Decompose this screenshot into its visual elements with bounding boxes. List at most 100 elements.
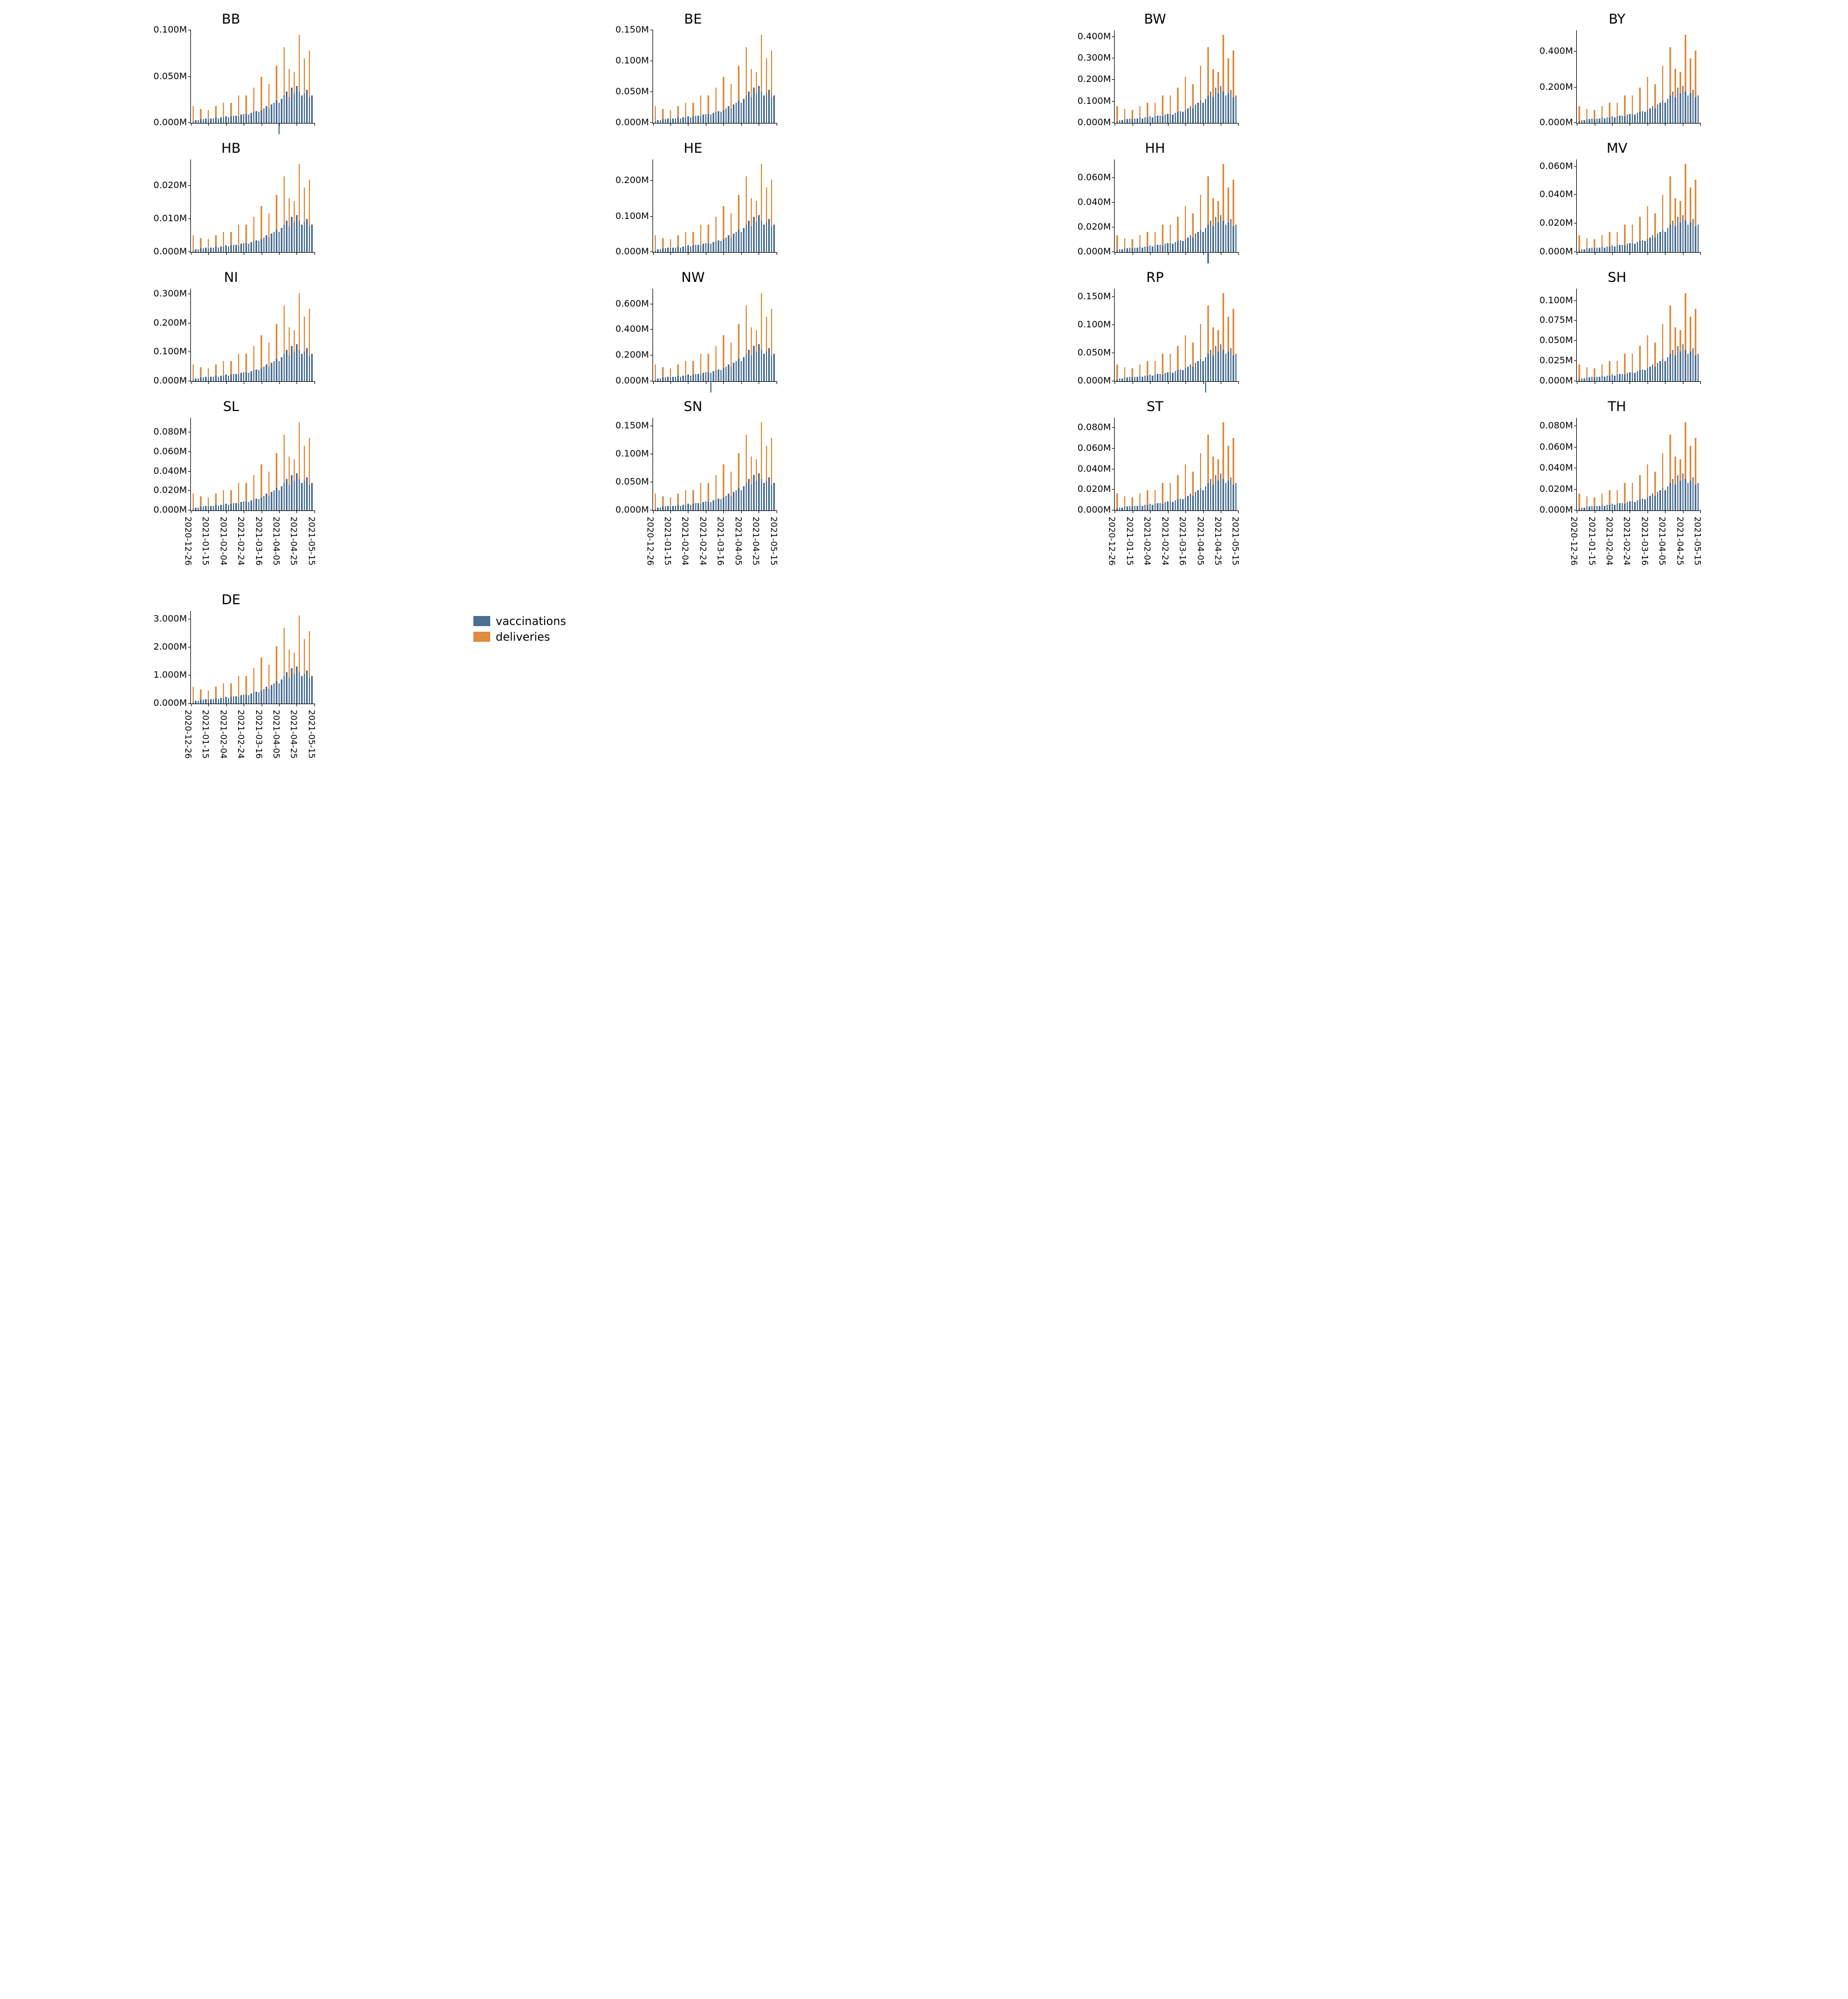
x-tick-label: 2021-04-05 (733, 517, 743, 565)
chart-wrap: 0.000M0.050M0.100M0.150M (610, 30, 777, 124)
vaccination-bar (1228, 222, 1229, 252)
vaccination-bar (705, 372, 707, 382)
vaccination-bar (1609, 376, 1610, 381)
vaccination-bar (1212, 97, 1214, 123)
y-tick-label: 0.040M (1078, 197, 1111, 207)
vaccination-bar (1121, 249, 1123, 252)
delivery-bar (1578, 494, 1580, 510)
panel-TH: TH0.000M0.020M0.040M0.060M0.080M2020-12-… (1397, 399, 1837, 575)
y-tick-label: 0.000M (615, 504, 649, 515)
y-tick-label: 0.050M (1078, 347, 1111, 358)
vaccination-bar (1149, 375, 1151, 381)
vaccination-bar (1591, 506, 1593, 510)
panel-title: NW (681, 270, 705, 285)
vaccination-bar (1210, 221, 1212, 252)
plot-column (1576, 159, 1700, 253)
chart-wrap: 0.000M0.025M0.050M0.075M0.100M (1534, 289, 1700, 382)
vaccination-bar (250, 693, 252, 704)
vaccination-bar (731, 238, 732, 252)
bar-slot (773, 418, 775, 510)
delivery-bar (1578, 364, 1580, 381)
vaccination-bar (1687, 354, 1689, 382)
vaccination-bar (736, 232, 737, 252)
plot-area (190, 611, 314, 704)
vaccination-bar (1639, 499, 1641, 510)
vaccination-bar (672, 118, 674, 123)
vaccination-bar (281, 228, 282, 252)
vaccination-bar (1190, 235, 1192, 252)
x-tick-label: 2021-03-16 (254, 710, 264, 759)
x-tick-mark (226, 123, 227, 126)
vaccination-bar (1669, 95, 1671, 124)
y-tick-label: 0.000M (615, 246, 649, 257)
vaccination-bar (753, 346, 755, 381)
y-tick-label: 0.000M (1540, 246, 1573, 257)
vaccination-bar (1667, 357, 1669, 381)
bars-container (191, 159, 314, 252)
vaccination-bar (1591, 377, 1593, 381)
vaccination-bar (751, 355, 752, 381)
vaccination-bar (250, 242, 252, 252)
x-tick-label: 2020-12-26 (183, 517, 193, 565)
x-tick-label: 2021-04-05 (1196, 517, 1206, 565)
x-tick-label: 2021-01-15 (200, 517, 211, 565)
vaccination-bar (1637, 500, 1639, 510)
vaccination-bar (1190, 364, 1192, 381)
x-tick-mark (653, 252, 654, 255)
y-tick-label: 0.100M (615, 211, 649, 221)
vaccination-bar (695, 245, 697, 252)
vaccination-bar (1187, 367, 1189, 381)
vaccination-bar (655, 121, 656, 123)
y-axis: 0.000M0.020M0.040M0.060M0.080M (1071, 418, 1114, 510)
vaccination-bar (289, 355, 290, 381)
vaccination-bar (1586, 506, 1588, 510)
vaccination-bar (1228, 93, 1229, 123)
vaccination-bar (1207, 95, 1209, 124)
vaccination-bar (1624, 116, 1626, 123)
vaccination-bar (1649, 238, 1651, 252)
vaccination-bar (245, 372, 247, 382)
vaccination-bar (1165, 502, 1166, 510)
vaccination-bar (1185, 498, 1187, 510)
x-tick-label: 2021-04-25 (289, 517, 299, 565)
plot-area (652, 159, 777, 253)
y-tick-label: 2.000M (153, 641, 187, 652)
vaccination-bar (746, 354, 747, 382)
vaccination-bar (276, 488, 277, 510)
x-tick-mark (314, 704, 315, 706)
panel-BW: BW0.000M0.100M0.200M0.300M0.400M (936, 11, 1375, 124)
vaccination-bar (1632, 243, 1633, 253)
bar-slot (1235, 289, 1238, 381)
y-tick-label: 0.020M (1540, 217, 1573, 228)
negative-bar (1207, 252, 1208, 263)
x-tick-mark (1203, 252, 1204, 255)
vaccination-bar (748, 479, 750, 510)
vaccination-bar (240, 115, 242, 123)
x-tick-mark (208, 123, 209, 126)
vaccination-bar (743, 486, 745, 510)
vaccination-bar (233, 116, 235, 123)
vaccination-bar (1167, 501, 1169, 511)
legend: vaccinationsdeliveries (473, 592, 913, 768)
vaccination-bar (743, 99, 745, 123)
vaccination-bar (1612, 245, 1613, 252)
vaccination-bar (1119, 508, 1121, 510)
vaccination-bar (1233, 485, 1234, 510)
x-tick-label: 2020-12-26 (183, 710, 193, 759)
vaccination-bar (660, 120, 661, 123)
vaccination-bar (304, 352, 305, 381)
vaccination-bar (1624, 375, 1626, 381)
vaccination-bar (240, 502, 242, 510)
x-tick-label: 2021-01-15 (1587, 517, 1597, 565)
y-tick-label: 0.020M (1540, 483, 1573, 494)
vaccination-bar (243, 695, 245, 704)
delivery-bar (193, 494, 194, 510)
y-axis: 0.000M0.100M0.200M0.300M0.400M (1071, 30, 1114, 123)
plot-area (1576, 418, 1700, 511)
x-tick-mark (1168, 123, 1169, 126)
x-tick-mark (1168, 252, 1169, 255)
vaccination-bar (733, 234, 734, 252)
delivery-bar (193, 235, 194, 252)
vaccination-bar (708, 243, 709, 253)
plot-area (190, 159, 314, 253)
